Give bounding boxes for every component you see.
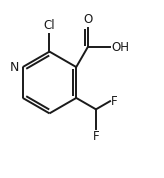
Text: N: N <box>10 61 20 74</box>
Text: OH: OH <box>111 41 129 54</box>
Text: O: O <box>83 13 92 26</box>
Text: F: F <box>93 130 99 143</box>
Text: Cl: Cl <box>44 19 55 32</box>
Text: F: F <box>111 95 117 108</box>
